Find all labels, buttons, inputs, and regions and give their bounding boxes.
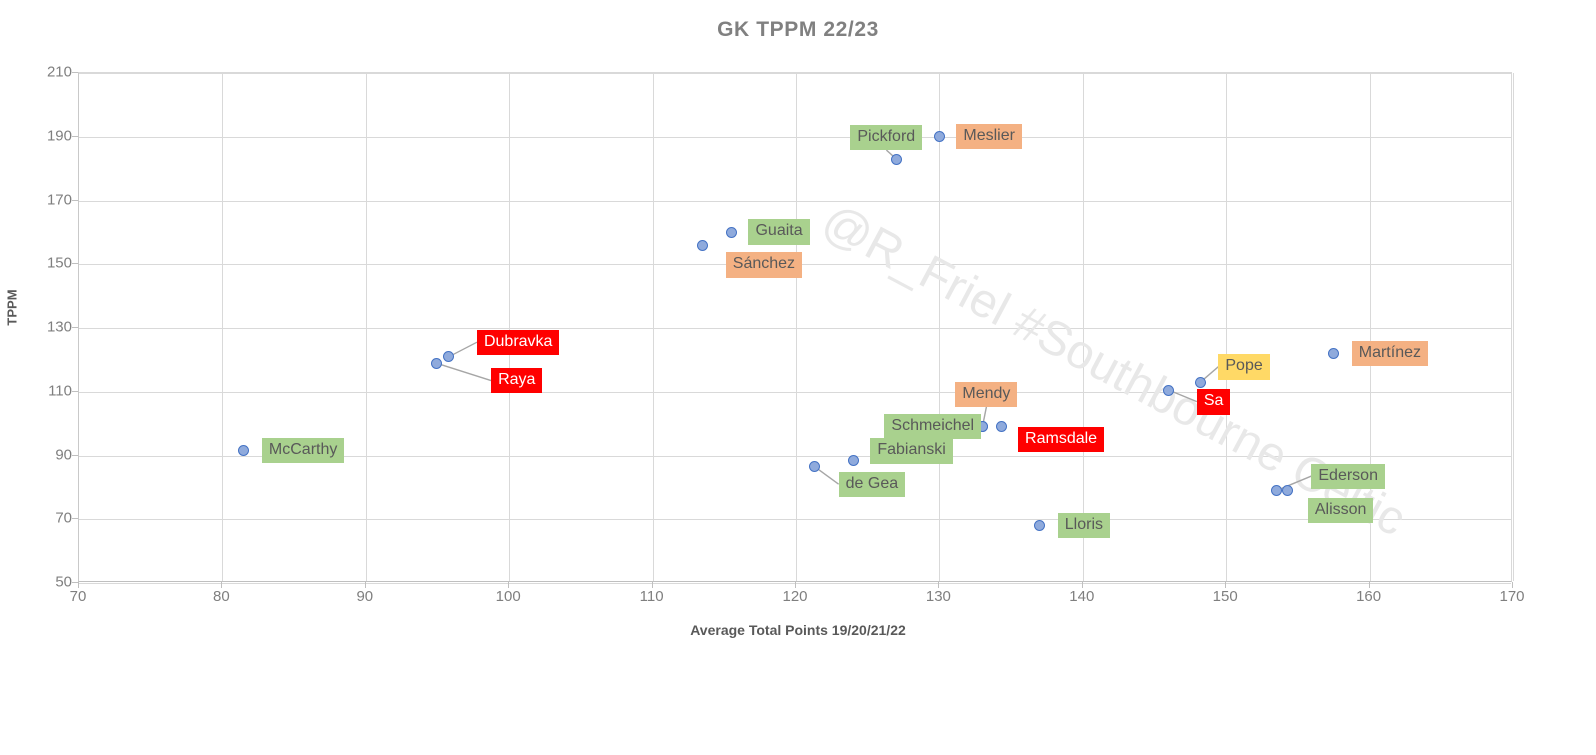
gridline-vertical (796, 73, 797, 581)
gridline-horizontal (79, 73, 1511, 74)
data-point-label[interactable]: Mendy (955, 381, 1018, 408)
data-point-marker[interactable] (1282, 485, 1294, 497)
data-point-label[interactable]: Ramsdale (1018, 426, 1105, 453)
data-point-marker[interactable] (1034, 520, 1046, 532)
gridline-horizontal (79, 455, 1511, 457)
data-point-label[interactable]: Lloris (1057, 512, 1110, 539)
data-point-label[interactable]: Schmeichel (884, 413, 982, 440)
data-point-label[interactable]: Raya (491, 368, 543, 394)
y-tick-mark (72, 390, 78, 392)
gridline-vertical (1513, 73, 1514, 581)
y-tick-mark (72, 199, 78, 201)
gridline-vertical (939, 73, 941, 581)
data-point-label[interactable]: Pickford (850, 125, 923, 151)
data-point-label[interactable]: Sa (1196, 389, 1231, 415)
y-tick-mark (72, 263, 78, 265)
data-point-label[interactable]: Pope (1218, 354, 1270, 380)
gridline-vertical (1226, 73, 1228, 581)
gridline-vertical (1082, 73, 1084, 581)
y-tick-label: 70 (55, 509, 72, 527)
data-point-marker[interactable] (443, 351, 455, 363)
x-tick-label: 90 (356, 588, 374, 605)
x-tick-label: 70 (69, 588, 87, 605)
data-point-marker[interactable] (1163, 384, 1175, 396)
data-point-marker[interactable] (1270, 485, 1282, 497)
chart-title: GK TPPM 22/23 (717, 18, 879, 41)
data-point-marker[interactable] (809, 461, 821, 473)
y-tick-label: 170 (46, 191, 72, 208)
x-tick-mark (938, 582, 940, 588)
data-point-marker[interactable] (933, 131, 945, 143)
scatter-chart: GK TPPM 22/23 TPPM Average Total Points … (5, 18, 1525, 638)
data-point-label[interactable]: Meslier (956, 123, 1022, 150)
gridline-horizontal (79, 200, 1511, 202)
leader-lines (435, 149, 1312, 492)
data-point-marker[interactable] (890, 153, 902, 165)
y-tick-mark (72, 327, 78, 328)
y-tick-mark (72, 582, 78, 583)
y-tick-mark (72, 454, 78, 456)
x-tick-mark (508, 582, 510, 588)
y-tick-label: 90 (55, 446, 72, 463)
data-point-marker[interactable] (697, 239, 709, 251)
data-point-marker[interactable] (238, 445, 250, 457)
gridline-vertical (509, 73, 511, 581)
x-tick-label: 140 (1069, 588, 1095, 605)
x-tick-mark (78, 582, 79, 588)
gridline-vertical (1369, 73, 1371, 581)
data-point-label[interactable]: McCarthy (261, 437, 345, 464)
data-point-marker[interactable] (1194, 376, 1206, 388)
x-tick-mark (364, 582, 366, 588)
gridline-horizontal (79, 519, 1511, 521)
data-point-marker[interactable] (725, 226, 737, 238)
x-tick-mark (221, 582, 223, 588)
x-tick-mark (1368, 582, 1370, 588)
y-tick-label: 110 (48, 382, 72, 400)
x-tick-label: 150 (1212, 588, 1238, 605)
x-tick-label: 130 (925, 588, 951, 605)
x-tick-mark (795, 582, 796, 588)
gridline-vertical (652, 73, 654, 581)
plot-area: @R_Friel #Southbourne Celtic McCarthy Ray… (78, 72, 1514, 584)
x-axis-title: Average Total Points 19/20/21/22 (690, 622, 906, 638)
y-tick-mark (72, 135, 78, 137)
x-tick-mark (1225, 582, 1227, 588)
y-tick-mark (72, 72, 78, 73)
y-tick-label: 210 (46, 63, 72, 81)
data-point-marker[interactable] (995, 421, 1007, 433)
y-tick-label: 130 (46, 318, 72, 336)
x-tick-label: 170 (1499, 588, 1525, 605)
x-tick-label: 100 (495, 588, 521, 605)
data-point-marker[interactable] (1328, 348, 1340, 359)
y-tick-label: 150 (46, 254, 72, 272)
gridline-horizontal (79, 391, 1511, 393)
data-point-marker[interactable] (847, 454, 859, 466)
data-point-label[interactable]: Fabianski (870, 438, 953, 464)
x-tick-mark (1081, 582, 1083, 588)
data-point-marker[interactable] (430, 357, 442, 369)
y-tick-mark (72, 518, 78, 520)
x-tick-label: 120 (782, 588, 808, 605)
x-tick-label: 160 (1356, 588, 1382, 605)
gridline-vertical (222, 73, 224, 581)
data-point-label[interactable]: Martínez (1351, 340, 1428, 366)
data-point-label[interactable]: Ederson (1311, 463, 1385, 489)
data-point-label[interactable]: Guaita (748, 219, 810, 245)
x-tick-label: 80 (213, 588, 230, 605)
y-tick-label: 190 (46, 127, 72, 145)
gridline-vertical (365, 73, 367, 581)
gridline-horizontal (79, 328, 1511, 329)
y-tick-label: 50 (55, 573, 72, 591)
data-point-label[interactable]: Dubravka (476, 329, 560, 356)
data-point-label[interactable]: Sánchez (725, 252, 803, 278)
gridline-horizontal (79, 136, 1511, 138)
data-point-label[interactable]: de Gea (838, 471, 906, 498)
x-tick-mark (651, 582, 653, 588)
x-tick-label: 110 (639, 588, 664, 605)
x-tick-mark (1512, 582, 1513, 588)
data-point-label[interactable]: Alisson (1307, 497, 1374, 523)
